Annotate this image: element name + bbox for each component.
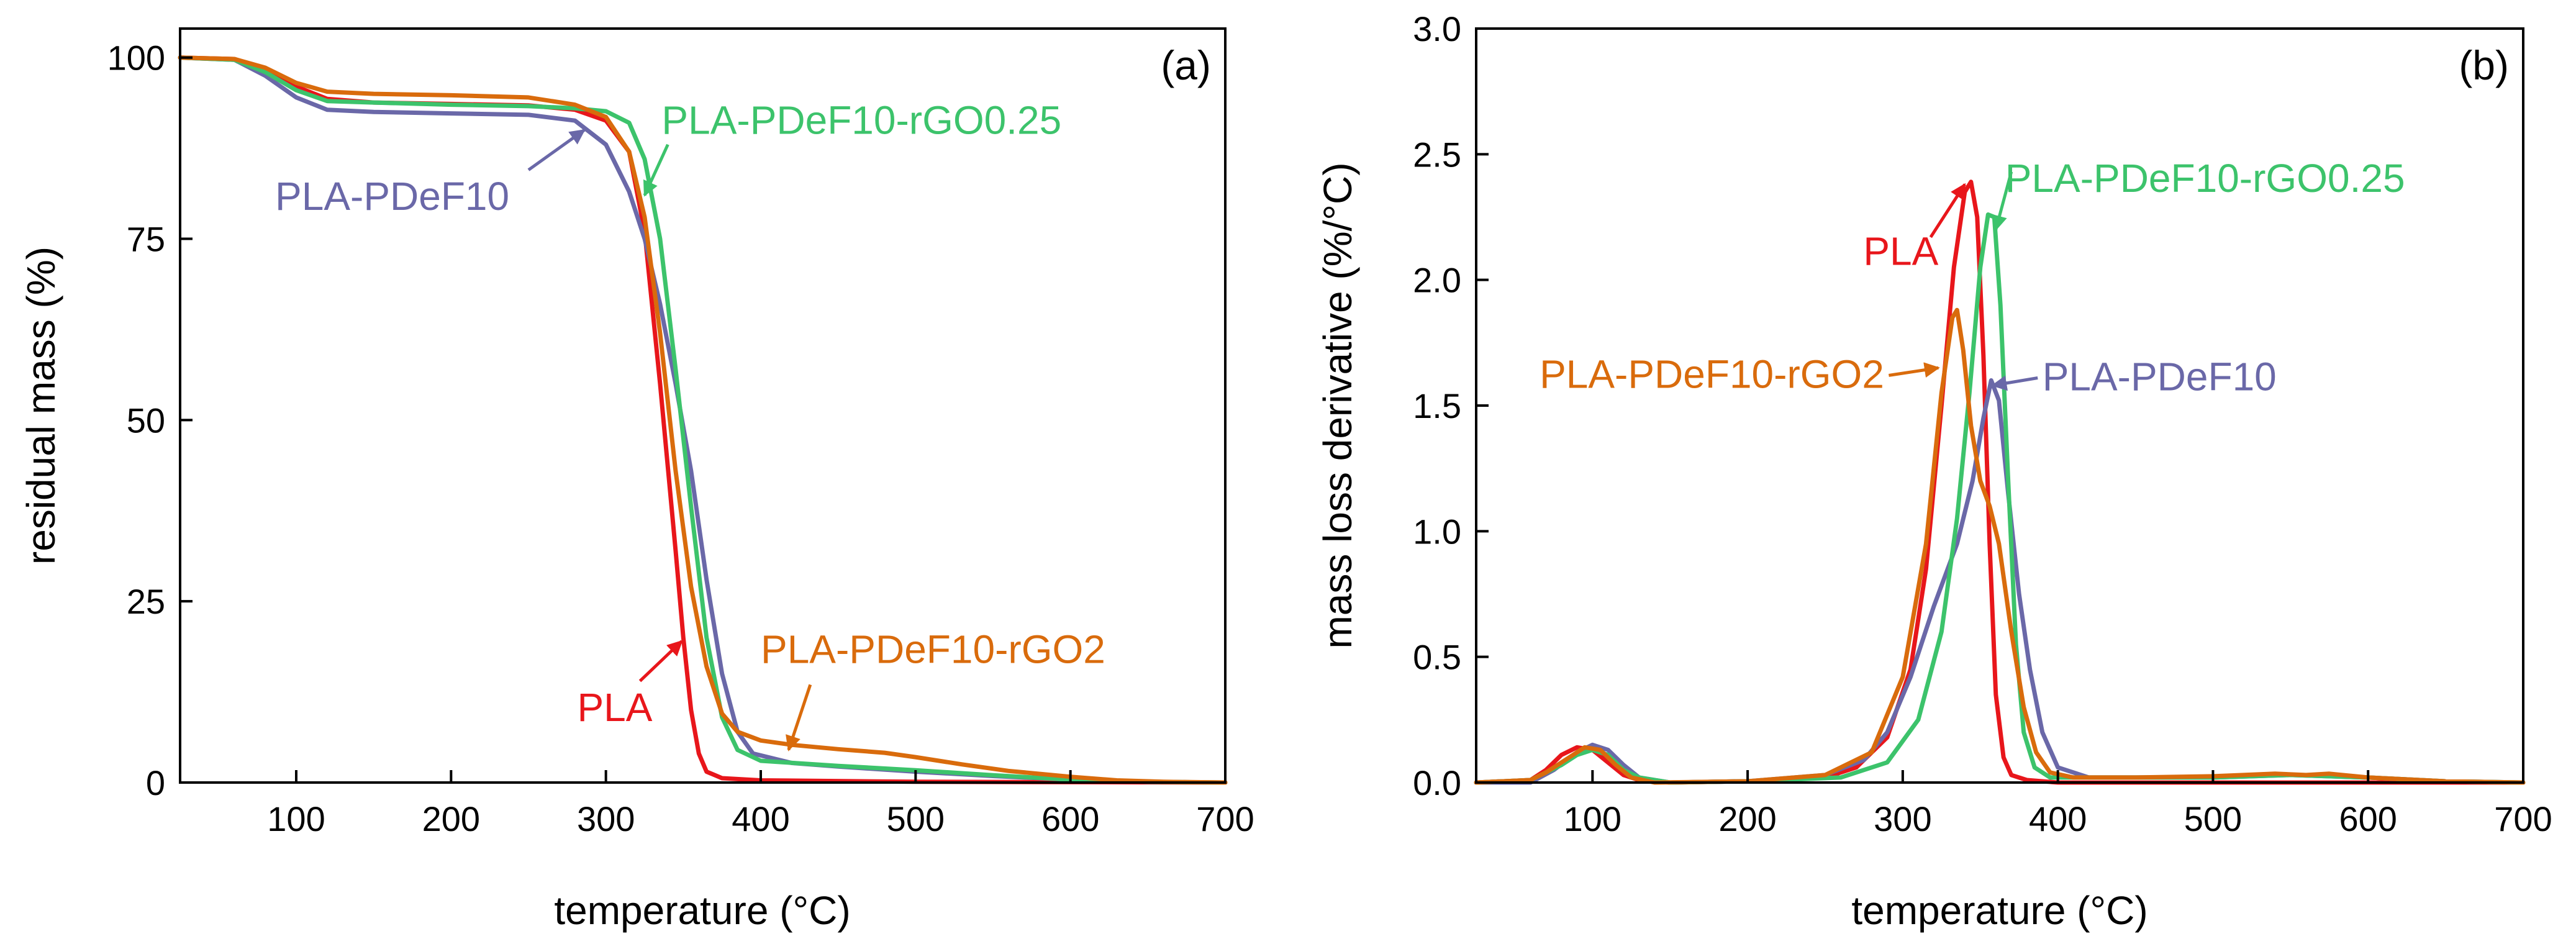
panel-a-tag: (a) xyxy=(1161,42,1211,88)
series-line-pla-pdef10-rgo0-25 xyxy=(178,55,1228,785)
y-tick-label: 2.5 xyxy=(1413,135,1461,174)
panel-a-y-axis-title: residual mass (%) xyxy=(19,247,63,565)
panel-b-mass-loss-derivative: PLA PLA-PDeF10-rGO0.25 PLA-PDeF10-rGO2 PLA-… xyxy=(1315,9,2552,933)
annotation-arrow-pla-pdef10-rgo0-25 xyxy=(1992,171,2013,232)
annotation-arrow-pla-pdef10-rgo0-25 xyxy=(643,143,669,197)
panel-a-x-axis-title: temperature (°C) xyxy=(554,888,850,933)
y-tick-label: 3.0 xyxy=(1413,9,1461,48)
y-tick-label: 75 xyxy=(127,220,165,259)
series-line-pla-pdef10-rgo2 xyxy=(178,55,1228,785)
panel-a-ticks: 100 200 300 400 500 600 700 0 25 50 75 100 xyxy=(107,39,1254,838)
x-tick-label: 600 xyxy=(2339,799,2397,838)
x-tick-label: 100 xyxy=(267,799,325,838)
annotation-arrow-pla xyxy=(1929,183,1966,238)
annotation-arrow-pla-pdef10-rgo2 xyxy=(786,684,812,751)
annotation-label-pla-pdef10-rgo0-25: PLA-PDeF10-rGO0.25 xyxy=(661,98,1061,142)
series-line-pla-pdef10-rgo0-25 xyxy=(1474,212,2526,785)
y-tick-label: 100 xyxy=(107,39,165,78)
x-tick-label: 600 xyxy=(1041,799,1099,838)
panel-a-series-group xyxy=(178,55,1228,785)
annotation-label-pla-pdef10: PLA-PDeF10 xyxy=(275,174,509,219)
x-tick-label: 300 xyxy=(1874,799,1931,838)
annotation-arrow-pla-pdef10 xyxy=(527,129,586,171)
y-tick-label: 0 xyxy=(146,763,165,802)
annotation-arrow-pla-pdef10-rgo2 xyxy=(1889,362,1940,378)
y-tick-label: 0.0 xyxy=(1413,763,1461,802)
y-tick-label: 1.0 xyxy=(1413,512,1461,551)
panel-b-ticks: 100 200 300 400 500 600 700 0.0 0.5 1.0 1.5 2.0 2.5 3… xyxy=(1413,9,2552,838)
panel-b-annotations: PLA PLA-PDeF10-rGO0.25 PLA-PDeF10-rGO2 PLA-… xyxy=(1540,156,2405,399)
series-line-pla xyxy=(178,55,1228,785)
x-tick-label: 700 xyxy=(1196,799,1254,838)
panel-b-y-axis-title: mass loss derivative (%/°C) xyxy=(1315,162,1360,648)
x-tick-label: 300 xyxy=(577,799,635,838)
x-tick-label: 100 xyxy=(1564,799,1621,838)
annotation-label-pla: PLA xyxy=(577,685,652,730)
panel-b-series-group xyxy=(1474,179,2526,785)
y-tick-label: 2.0 xyxy=(1413,261,1461,300)
y-tick-label: 0.5 xyxy=(1413,638,1461,677)
x-tick-label: 400 xyxy=(732,799,789,838)
annotation-label-pla-pdef10: PLA-PDeF10 xyxy=(2043,355,2277,399)
x-tick-label: 700 xyxy=(2494,799,2552,838)
y-tick-label: 25 xyxy=(127,582,165,621)
panel-a-annotations: PLA-PDeF10 PLA-PDeF10-rGO0.25 PLA PLA-PDeF1… xyxy=(275,98,1105,751)
series-line-pla-pdef10-rgo2 xyxy=(1474,307,2526,785)
x-tick-label: 200 xyxy=(1718,799,1776,838)
x-tick-label: 500 xyxy=(887,799,945,838)
x-tick-label: 200 xyxy=(422,799,480,838)
panel-a-residual-mass: PLA-PDeF10 PLA-PDeF10-rGO0.25 PLA PLA-PDeF1… xyxy=(19,27,1254,933)
annotation-label-pla-pdef10-rgo2: PLA-PDeF10-rGO2 xyxy=(1540,352,1884,397)
y-tick-label: 50 xyxy=(127,401,165,440)
annotation-label-pla-pdef10-rgo2: PLA-PDeF10-rGO2 xyxy=(761,627,1105,671)
panel-b-x-axis-title: temperature (°C) xyxy=(1851,888,2147,933)
series-line-pla-pdef10 xyxy=(178,55,1228,785)
panel-a-frame xyxy=(179,27,1227,784)
annotation-arrow-pla xyxy=(638,640,683,683)
annotation-label-pla: PLA xyxy=(1863,229,1938,273)
panel-b-tag: (b) xyxy=(2459,42,2509,88)
y-tick-label: 1.5 xyxy=(1413,386,1461,425)
annotation-arrow-pla-pdef10 xyxy=(1991,375,2038,391)
annotation-label-pla-pdef10-rgo0-25: PLA-PDeF10-rGO0.25 xyxy=(2005,156,2405,201)
x-tick-label: 400 xyxy=(2029,799,2087,838)
x-tick-label: 500 xyxy=(2184,799,2242,838)
